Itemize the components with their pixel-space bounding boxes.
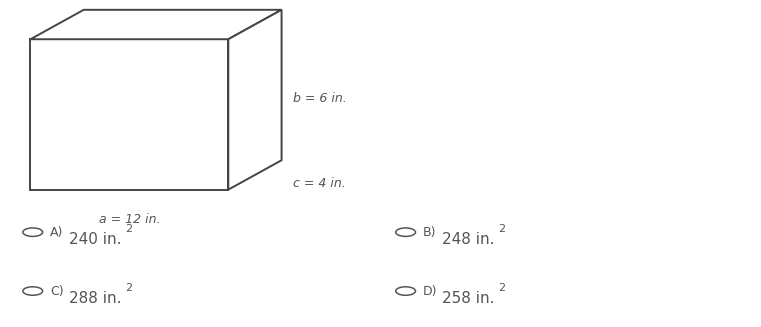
Text: a = 12 in.: a = 12 in.	[99, 213, 160, 226]
Text: 2: 2	[498, 224, 505, 234]
Text: D): D)	[423, 284, 438, 298]
Text: 2: 2	[125, 283, 132, 293]
Text: 240 in.: 240 in.	[69, 232, 122, 247]
Text: 248 in.: 248 in.	[442, 232, 495, 247]
Text: A): A)	[50, 226, 64, 239]
Text: C): C)	[50, 284, 64, 298]
Polygon shape	[228, 10, 282, 190]
Text: b = 6 in.: b = 6 in.	[293, 92, 347, 105]
Text: 2: 2	[125, 224, 132, 234]
Text: c = 4 in.: c = 4 in.	[293, 177, 345, 190]
Text: B): B)	[423, 226, 437, 239]
Polygon shape	[30, 39, 228, 190]
Polygon shape	[30, 10, 282, 39]
Text: 288 in.: 288 in.	[69, 291, 122, 306]
Text: 2: 2	[498, 283, 505, 293]
Text: 258 in.: 258 in.	[442, 291, 495, 306]
